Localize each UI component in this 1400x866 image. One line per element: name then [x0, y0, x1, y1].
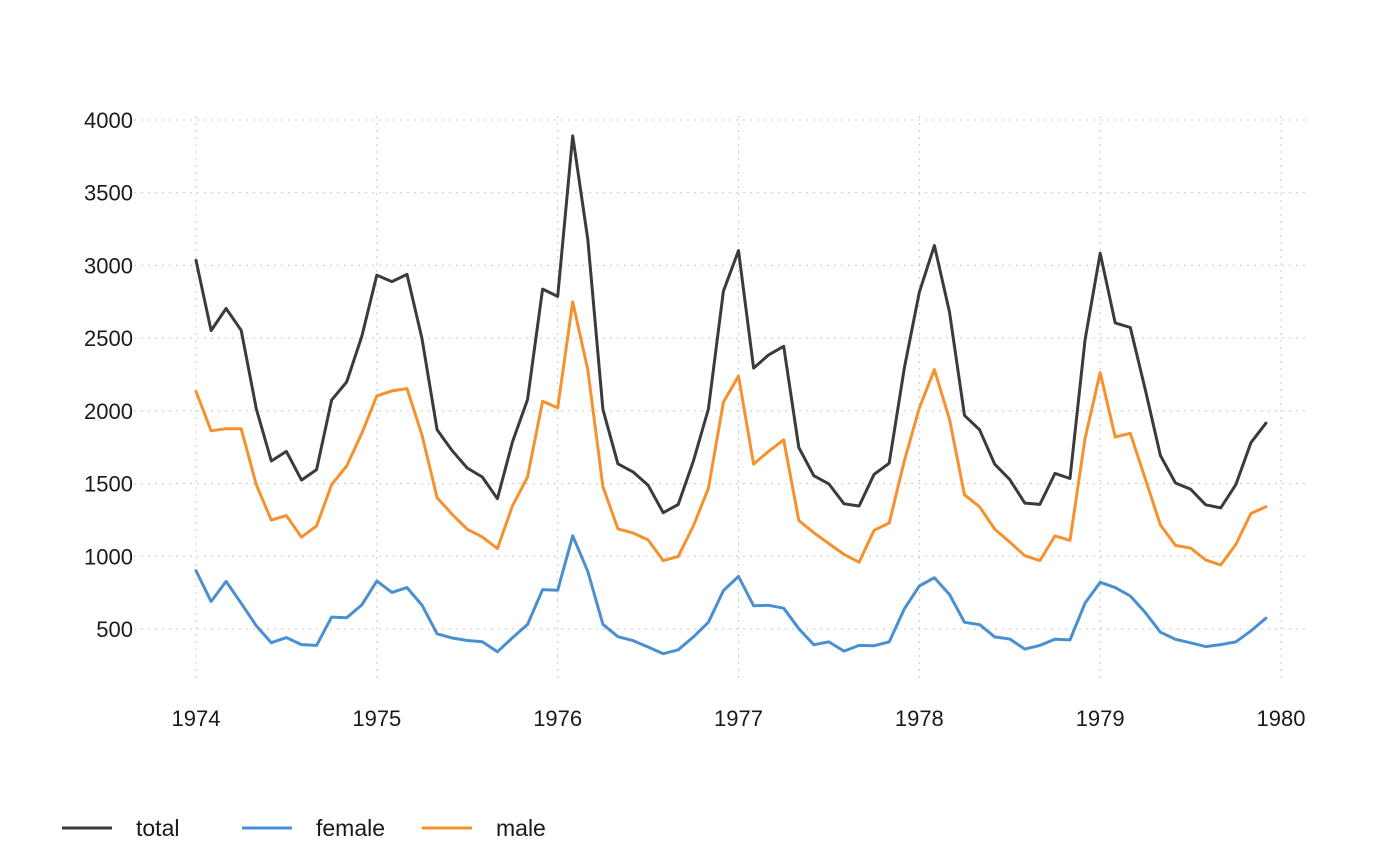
y-tick-label: 4000 — [84, 108, 133, 133]
legend-item-male[interactable]: male — [422, 815, 546, 841]
series-line-male[interactable] — [194, 300, 1268, 567]
x-tick-label: 1980 — [1257, 706, 1306, 731]
y-tick-label: 3500 — [84, 181, 133, 206]
y-axis-ticks: 500 1000 1500 2000 2500 3000 3500 4000 — [84, 108, 133, 642]
y-tick-label: 2500 — [84, 326, 133, 351]
legend: total female male — [62, 815, 546, 841]
y-tick-label: 3000 — [84, 253, 133, 278]
legend-label-total: total — [136, 815, 179, 841]
series-lines — [194, 134, 1268, 656]
y-tick-label: 1500 — [84, 472, 133, 497]
legend-item-total[interactable]: total — [62, 815, 179, 841]
x-axis-ticks: 1974 1975 1976 1977 1978 1979 1980 — [172, 706, 1306, 731]
x-tick-label: 1979 — [1076, 706, 1125, 731]
x-tick-label: 1975 — [352, 706, 401, 731]
series-line-female[interactable] — [194, 534, 1268, 656]
x-tick-label: 1978 — [895, 706, 944, 731]
y-tick-label: 1000 — [84, 544, 133, 569]
legend-item-female[interactable]: female — [242, 815, 385, 841]
y-tick-label: 500 — [96, 617, 133, 642]
legend-label-male: male — [496, 815, 546, 841]
y-tick-label: 2000 — [84, 399, 133, 424]
x-tick-label: 1974 — [172, 706, 221, 731]
x-tick-label: 1976 — [533, 706, 582, 731]
legend-label-female: female — [316, 815, 385, 841]
x-tick-label: 1977 — [714, 706, 763, 731]
series-line-total[interactable] — [194, 134, 1268, 515]
